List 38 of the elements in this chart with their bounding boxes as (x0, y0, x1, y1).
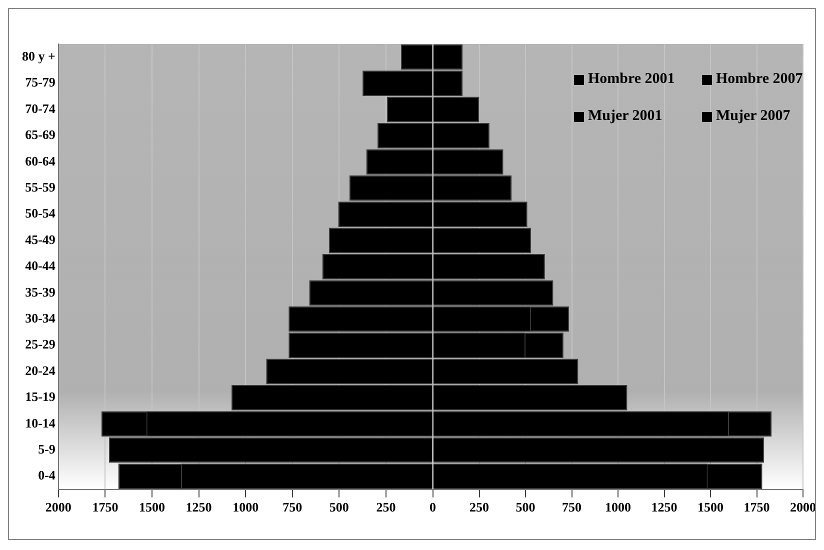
y-tick-label: 40-44 (25, 258, 56, 274)
y-tick-label: 80 y + (22, 48, 56, 64)
legend-label: Hombre 2001 (588, 71, 675, 88)
legend-label: Mujer 2007 (716, 108, 790, 125)
y-tick-label: 15-19 (25, 389, 56, 404)
x-tick-label: 0 (430, 500, 436, 515)
y-tick-label: 75-79 (25, 74, 56, 90)
x-tick-label: 2000 (45, 500, 72, 515)
y-tick-label: 0-4 (38, 468, 56, 483)
x-tick-label: 250 (376, 500, 396, 515)
legend-label: Hombre 2007 (716, 71, 803, 88)
y-tick-label: 30-34 (25, 310, 56, 326)
y-tick-label: 65-69 (25, 127, 56, 142)
legend-label: Mujer 2001 (588, 108, 662, 125)
y-tick-label: 45-49 (25, 232, 56, 247)
x-tick-label: 1250 (651, 500, 677, 515)
y-tick-label: 10-14 (25, 415, 56, 430)
x-tick-label: 1250 (186, 500, 212, 515)
x-tick-label: 1750 (92, 500, 118, 515)
y-tick-label: 55-59 (25, 179, 56, 194)
x-tick-label: 1500 (697, 500, 724, 515)
x-tick-label: 500 (516, 500, 535, 515)
x-tick-label: 750 (562, 500, 582, 515)
x-tick-label: 1000 (604, 500, 631, 515)
y-tick-label: 35-39 (25, 284, 56, 300)
x-tick-label: 500 (329, 500, 349, 515)
y-tick-label: 20-24 (25, 362, 56, 378)
y-tick-label: 60-64 (25, 153, 56, 168)
x-tick-label: 2000 (790, 500, 816, 515)
x-tick-label: 1750 (744, 500, 770, 515)
y-tick-label: 5-9 (38, 441, 56, 456)
x-tick-label: 750 (282, 500, 302, 515)
x-tick-label: 1500 (138, 500, 165, 515)
y-tick-label: 70-74 (25, 100, 56, 116)
y-tick-label: 50-54 (25, 206, 56, 221)
x-tick-label: 1000 (232, 500, 259, 515)
y-tick-label: 25-29 (25, 336, 56, 352)
x-tick-label: 250 (469, 500, 489, 515)
